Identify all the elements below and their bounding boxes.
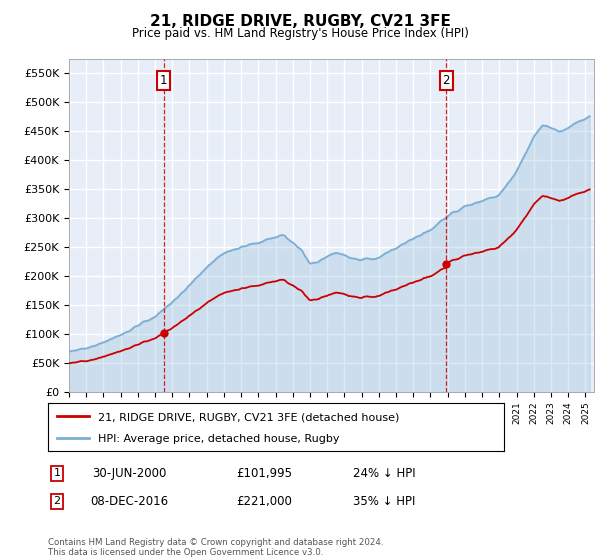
Text: £221,000: £221,000 bbox=[236, 494, 292, 508]
Text: 08-DEC-2016: 08-DEC-2016 bbox=[90, 494, 168, 508]
Text: 1: 1 bbox=[53, 468, 61, 478]
Text: 21, RIDGE DRIVE, RUGBY, CV21 3FE: 21, RIDGE DRIVE, RUGBY, CV21 3FE bbox=[149, 14, 451, 29]
Text: 35% ↓ HPI: 35% ↓ HPI bbox=[353, 494, 415, 508]
Text: HPI: Average price, detached house, Rugby: HPI: Average price, detached house, Rugb… bbox=[98, 435, 340, 445]
Text: 1: 1 bbox=[160, 74, 167, 87]
Text: 2: 2 bbox=[53, 496, 61, 506]
Text: Contains HM Land Registry data © Crown copyright and database right 2024.
This d: Contains HM Land Registry data © Crown c… bbox=[48, 538, 383, 557]
Text: £101,995: £101,995 bbox=[236, 466, 292, 480]
Text: 30-JUN-2000: 30-JUN-2000 bbox=[92, 466, 166, 480]
Text: Price paid vs. HM Land Registry's House Price Index (HPI): Price paid vs. HM Land Registry's House … bbox=[131, 27, 469, 40]
Text: 24% ↓ HPI: 24% ↓ HPI bbox=[353, 466, 415, 480]
Text: 21, RIDGE DRIVE, RUGBY, CV21 3FE (detached house): 21, RIDGE DRIVE, RUGBY, CV21 3FE (detach… bbox=[98, 413, 400, 422]
Text: 2: 2 bbox=[443, 74, 450, 87]
